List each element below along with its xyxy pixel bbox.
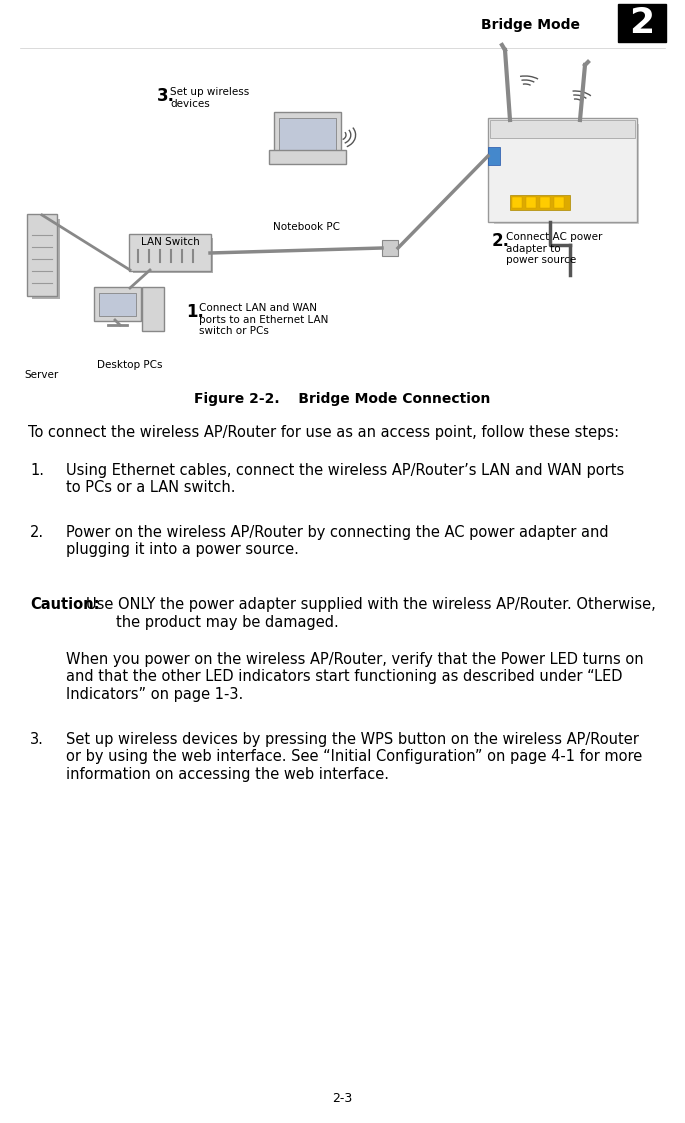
FancyBboxPatch shape <box>490 120 635 138</box>
Text: Set up wireless devices by pressing the WPS button on the wireless AP/Router
or : Set up wireless devices by pressing the … <box>66 732 643 782</box>
Text: LAN Switch: LAN Switch <box>140 237 199 247</box>
Bar <box>32 219 60 299</box>
Text: Notebook PC: Notebook PC <box>273 222 340 232</box>
Bar <box>133 238 213 273</box>
Text: 3.: 3. <box>157 86 175 104</box>
Text: Set up wireless
devices: Set up wireless devices <box>170 86 249 109</box>
Text: Using Ethernet cables, connect the wireless AP/Router’s LAN and WAN ports
to PCs: Using Ethernet cables, connect the wirel… <box>66 463 624 495</box>
Text: Server: Server <box>25 369 59 380</box>
Bar <box>526 197 536 208</box>
Text: 2.: 2. <box>30 524 44 540</box>
Text: the product may be damaged.: the product may be damaged. <box>116 615 339 630</box>
FancyBboxPatch shape <box>27 214 57 296</box>
Bar <box>510 195 570 210</box>
Bar <box>540 197 550 208</box>
Text: Power on the wireless AP/Router by connecting the AC power adapter and
plugging : Power on the wireless AP/Router by conne… <box>66 524 609 557</box>
Text: 1.: 1. <box>186 303 204 321</box>
Text: Bridge Mode: Bridge Mode <box>481 18 580 31</box>
Text: When you power on the wireless AP/Router, verify that the Power LED turns on
and: When you power on the wireless AP/Router… <box>66 652 644 702</box>
Text: Desktop PCs: Desktop PCs <box>97 360 163 369</box>
Text: Use ONLY the power adapter supplied with the wireless AP/Router. Otherwise,: Use ONLY the power adapter supplied with… <box>86 597 656 612</box>
Bar <box>279 118 336 150</box>
Bar <box>512 197 522 208</box>
FancyBboxPatch shape <box>494 124 639 223</box>
Text: Figure 2-2.  Bridge Mode Connection: Figure 2-2. Bridge Mode Connection <box>194 392 490 407</box>
FancyBboxPatch shape <box>618 4 666 42</box>
FancyBboxPatch shape <box>488 118 637 222</box>
FancyBboxPatch shape <box>94 287 141 321</box>
FancyBboxPatch shape <box>142 287 164 331</box>
Text: Caution:: Caution: <box>30 597 99 612</box>
FancyBboxPatch shape <box>269 150 346 164</box>
Text: Connect LAN and WAN
ports to an Ethernet LAN
switch or PCs: Connect LAN and WAN ports to an Ethernet… <box>199 303 328 336</box>
Text: 2-3: 2-3 <box>332 1092 352 1105</box>
Bar <box>99 293 136 316</box>
Text: To connect the wireless AP/Router for use as an access point, follow these steps: To connect the wireless AP/Router for us… <box>28 424 619 440</box>
FancyBboxPatch shape <box>274 112 341 156</box>
Text: Connect AC power
adapter to
power source: Connect AC power adapter to power source <box>506 232 602 265</box>
FancyBboxPatch shape <box>129 234 211 271</box>
Text: 2: 2 <box>630 6 655 40</box>
Bar <box>382 240 398 256</box>
Text: 2.: 2. <box>492 232 510 250</box>
Text: 3.: 3. <box>30 732 44 747</box>
Text: 1.: 1. <box>30 463 44 478</box>
Bar <box>554 197 564 208</box>
Bar <box>488 147 500 165</box>
